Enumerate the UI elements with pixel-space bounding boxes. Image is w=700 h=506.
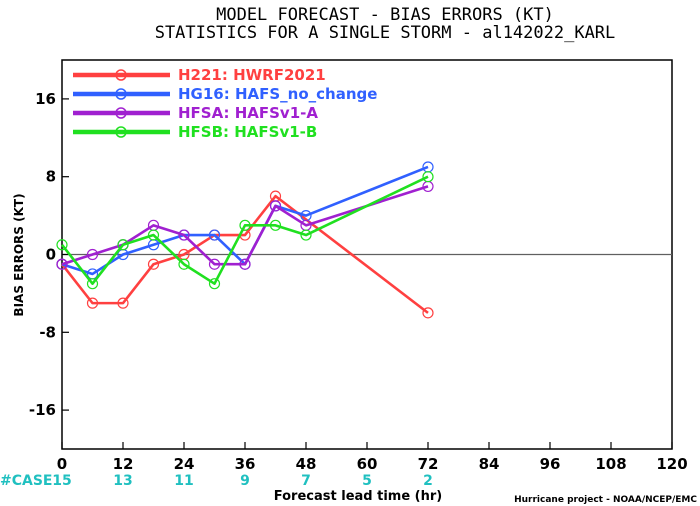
series-line xyxy=(61,185,429,266)
series-point xyxy=(239,258,251,270)
y-axis: -16 -8 0 8 16 xyxy=(29,90,69,419)
y-tick-label: 16 xyxy=(35,90,56,108)
x-axis: 0 12 24 36 48 60 72 84 96 108 120 xyxy=(57,442,688,473)
series-point xyxy=(208,278,221,290)
series-point xyxy=(86,278,99,290)
y-tick-label: -8 xyxy=(39,323,56,341)
credit-text: Hurricane project - NOAA/NCEP/EMC xyxy=(514,495,697,505)
legend-marker xyxy=(115,88,127,100)
legend-marker xyxy=(115,126,127,138)
case-count: 7 xyxy=(301,473,311,489)
case-count: 2 xyxy=(423,473,433,489)
series-point xyxy=(422,307,434,319)
x-tick-label: 12 xyxy=(113,455,134,473)
series-point xyxy=(269,200,282,212)
series-point xyxy=(422,171,434,183)
chart-subtitle: STATISTICS FOR A SINGLE STORM - al142022… xyxy=(155,23,616,43)
legend-marker xyxy=(115,69,127,81)
x-tick-label: 96 xyxy=(540,455,561,473)
series-point xyxy=(269,219,282,231)
legend-marker xyxy=(115,107,127,119)
series-point xyxy=(147,229,160,241)
legend-label: HFSB: HAFSv1-B xyxy=(178,123,317,141)
case-count: 9 xyxy=(240,473,250,489)
series-line xyxy=(60,175,429,285)
series-point xyxy=(86,248,99,261)
x-axis-label: Forecast lead time (hr) xyxy=(274,489,442,504)
y-tick-label: 0 xyxy=(46,246,56,264)
series-layer xyxy=(56,161,434,319)
x-tick-label: 24 xyxy=(174,455,195,473)
x-tick-label: 36 xyxy=(235,455,256,473)
x-tick-label: 84 xyxy=(479,455,500,473)
x-tick-label: 120 xyxy=(656,455,687,473)
y-tick-label: -16 xyxy=(29,401,56,419)
x-tick-label: 72 xyxy=(418,455,439,473)
series-point xyxy=(56,258,68,270)
y-axis-label: BIAS ERRORS (KT) xyxy=(12,193,26,316)
series-point xyxy=(86,297,99,309)
case-count: 11 xyxy=(174,473,193,489)
series-point xyxy=(239,219,251,231)
series-point xyxy=(117,239,129,251)
case-count: 15 xyxy=(52,473,71,489)
series-point xyxy=(208,258,221,270)
y-tick-label: 8 xyxy=(46,168,56,186)
case-count: 5 xyxy=(362,473,372,489)
series-line xyxy=(60,194,429,314)
series-point xyxy=(117,297,129,309)
case-counts: 15 13 11 9 7 5 2 xyxy=(52,473,433,489)
series-point xyxy=(300,229,312,241)
series-point xyxy=(147,258,160,270)
x-tick-label: 108 xyxy=(595,455,626,473)
series xyxy=(56,190,434,319)
chart-title: MODEL FORECAST - BIAS ERRORS (KT) xyxy=(216,5,554,25)
series-point xyxy=(178,229,190,241)
series-point xyxy=(178,258,190,270)
legend-label: HFSA: HAFSv1-A xyxy=(178,104,318,122)
legend-label: HG16: HAFS_no_change xyxy=(178,85,377,103)
series-point xyxy=(208,229,221,241)
case-count: 13 xyxy=(113,473,132,489)
legend-label: H221: HWRF2021 xyxy=(178,66,326,84)
x-tick-label: 48 xyxy=(296,455,317,473)
x-tick-label: 60 xyxy=(357,455,378,473)
x-tick-label: 0 xyxy=(57,455,67,473)
case-label: #CASE xyxy=(0,473,53,489)
series xyxy=(56,171,434,290)
series-point xyxy=(56,239,68,251)
